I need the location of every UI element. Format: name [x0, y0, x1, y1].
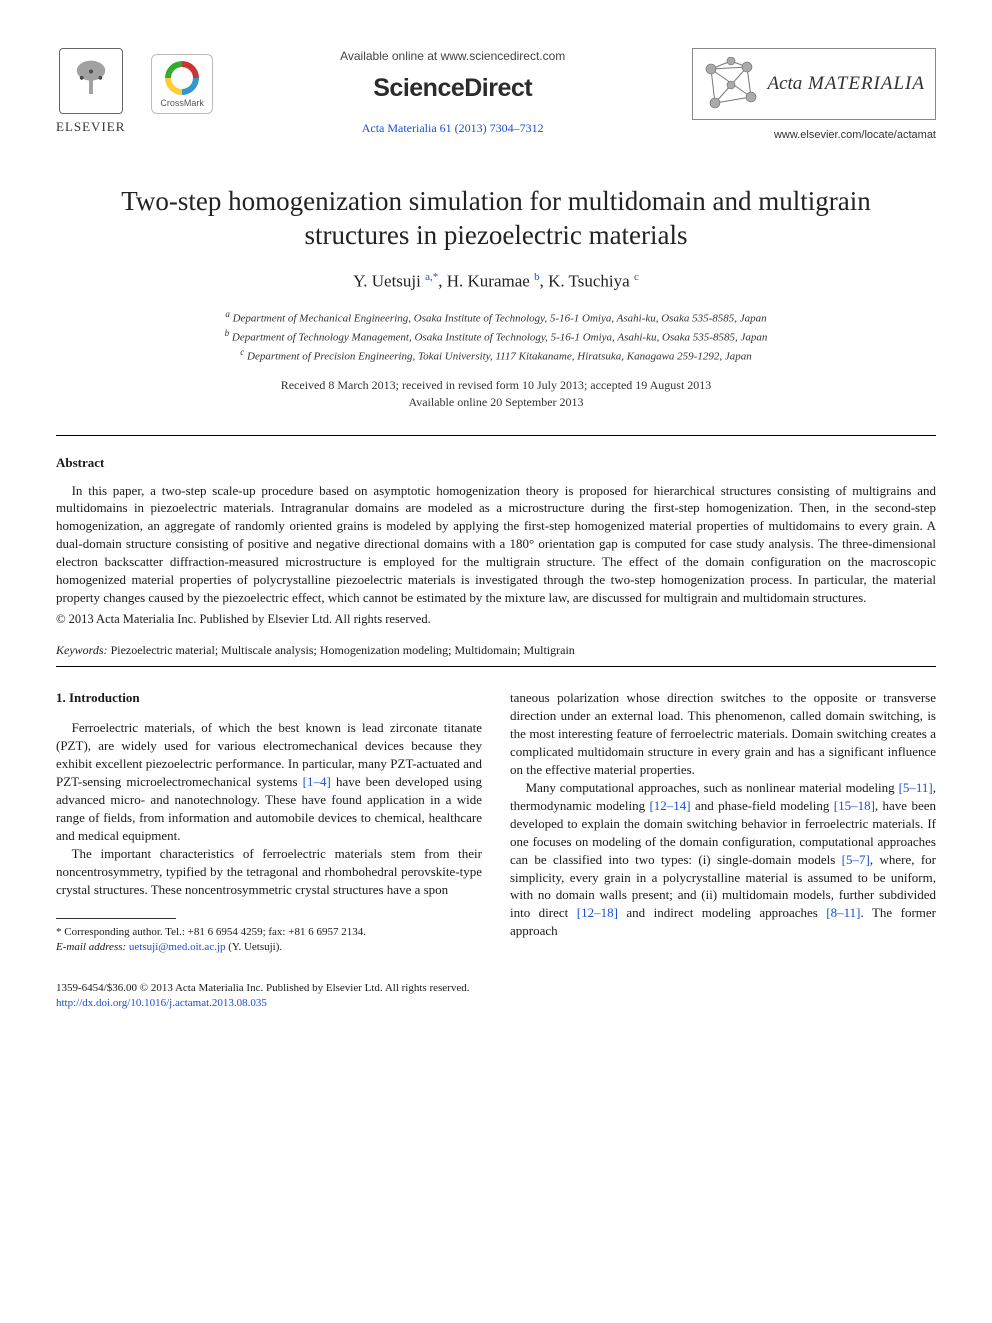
page-footer: 1359-6454/$36.00 © 2013 Acta Materialia … — [56, 981, 936, 1011]
crossmark-icon — [165, 61, 199, 95]
intro-p3-c: and phase-field modeling — [691, 798, 834, 813]
intro-para-2-cont: taneous polarization whose direction swi… — [510, 689, 936, 779]
page-header: ELSEVIER CrossMark Available online at w… — [56, 48, 936, 143]
ref-link-15-18[interactable]: [15–18] — [834, 798, 875, 813]
author-1-corr-star[interactable]: * — [433, 271, 439, 283]
available-online-text: Available online at www.sciencedirect.co… — [225, 48, 681, 64]
intro-para-2: The important characteristics of ferroel… — [56, 845, 482, 899]
author-1: Y. Uetsuji — [353, 272, 421, 291]
elsevier-wordmark: ELSEVIER — [56, 118, 125, 136]
author-3: K. Tsuchiya — [548, 272, 630, 291]
left-column: 1. Introduction Ferroelectric materials,… — [56, 689, 482, 955]
journal-locate-url: www.elsevier.com/locate/actamat — [774, 128, 936, 143]
ref-link-12-14[interactable]: [12–14] — [649, 798, 690, 813]
journal-title-italic: Acta — [767, 73, 802, 94]
header-center: Available online at www.sciencedirect.co… — [213, 48, 693, 136]
author-line: Y. Uetsuji a,*, H. Kuramae b, K. Tsuchiy… — [56, 270, 936, 294]
ref-link-8-11[interactable]: [8–11] — [826, 905, 860, 920]
header-left: ELSEVIER CrossMark — [56, 48, 213, 136]
affiliation-c: c Department of Precision Engineering, T… — [56, 346, 936, 365]
article-title: Two-step homogenization simulation for m… — [96, 185, 896, 253]
abstract-copyright: © 2013 Acta Materialia Inc. Published by… — [56, 611, 936, 628]
journal-title-caps: MATERIALIA — [802, 73, 925, 94]
footer-doi-link[interactable]: http://dx.doi.org/10.1016/j.actamat.2013… — [56, 996, 936, 1011]
rule-above-abstract — [56, 435, 936, 436]
affiliations-block: a Department of Mechanical Engineering, … — [56, 308, 936, 365]
author-2: H. Kuramae — [447, 272, 530, 291]
affiliation-a: a Department of Mechanical Engineering, … — [56, 308, 936, 327]
footnote-email-label: E-mail address: — [56, 941, 126, 953]
keywords-text: Piezoelectric material; Multiscale analy… — [108, 643, 575, 657]
article-dates: Received 8 March 2013; received in revis… — [56, 377, 936, 411]
author-1-aff[interactable]: a, — [425, 271, 433, 283]
section-1-heading: 1. Introduction — [56, 689, 482, 707]
ref-link-12-18[interactable]: [12–18] — [577, 905, 618, 920]
abstract-heading: Abstract — [56, 454, 936, 472]
keywords-label: Keywords: — [56, 643, 108, 657]
journal-logo-box: Acta MATERIALIA — [692, 48, 936, 120]
abstract-text: In this paper, a two-step scale-up proce… — [56, 482, 936, 608]
ref-link-5-11[interactable]: [5–11] — [899, 780, 933, 795]
footer-copyright: 1359-6454/$36.00 © 2013 Acta Materialia … — [56, 981, 936, 996]
dates-line-2: Available online 20 September 2013 — [56, 394, 936, 411]
dates-line-1: Received 8 March 2013; received in revis… — [56, 377, 936, 394]
author-2-aff[interactable]: b — [534, 271, 540, 283]
intro-para-3: Many computational approaches, such as n… — [510, 779, 936, 940]
crossmark-badge[interactable]: CrossMark — [151, 54, 213, 114]
keywords-line: Keywords: Piezoelectric material; Multis… — [56, 642, 936, 658]
citation-line: Acta Materialia 61 (2013) 7304–7312 — [225, 120, 681, 136]
affiliation-b: b Department of Technology Management, O… — [56, 327, 936, 346]
elsevier-tree-icon — [59, 48, 123, 114]
elsevier-logo: ELSEVIER — [56, 48, 125, 136]
footnote-email-tail: (Y. Uetsuji). — [226, 941, 283, 953]
author-3-aff[interactable]: c — [634, 271, 639, 283]
sciencedirect-logo: ScienceDirect — [225, 72, 681, 106]
footnote-email-link[interactable]: uetsuji@med.oit.ac.jp — [129, 941, 226, 953]
abstract-body: In this paper, a two-step scale-up proce… — [56, 482, 936, 608]
affiliation-c-text: Department of Precision Engineering, Tok… — [247, 351, 752, 363]
ref-link-5-7[interactable]: [5–7] — [842, 852, 870, 867]
journal-graphic-icon — [701, 57, 759, 111]
affiliation-b-text: Department of Technology Management, Osa… — [232, 332, 767, 344]
footnote-separator — [56, 918, 176, 919]
intro-para-1: Ferroelectric materials, of which the be… — [56, 719, 482, 845]
ref-link-1-4[interactable]: [1–4] — [303, 774, 331, 789]
rule-below-keywords — [56, 666, 936, 667]
body-columns: 1. Introduction Ferroelectric materials,… — [56, 689, 936, 955]
footnote-corr-text: Corresponding author. Tel.: +81 6 6954 4… — [62, 926, 366, 938]
corresponding-author-footnote: * Corresponding author. Tel.: +81 6 6954… — [56, 925, 482, 955]
right-column: taneous polarization whose direction swi… — [510, 689, 936, 955]
citation-link[interactable]: Acta Materialia 61 (2013) 7304–7312 — [362, 121, 544, 135]
header-right: Acta MATERIALIA www.elsevier.com/locate/… — [692, 48, 936, 143]
intro-p3-f: and indirect modeling approaches — [618, 905, 826, 920]
crossmark-label: CrossMark — [160, 97, 204, 109]
affiliation-a-text: Department of Mechanical Engineering, Os… — [233, 313, 767, 325]
intro-p3-a: Many computational approaches, such as n… — [526, 780, 899, 795]
journal-title: Acta MATERIALIA — [767, 71, 925, 97]
